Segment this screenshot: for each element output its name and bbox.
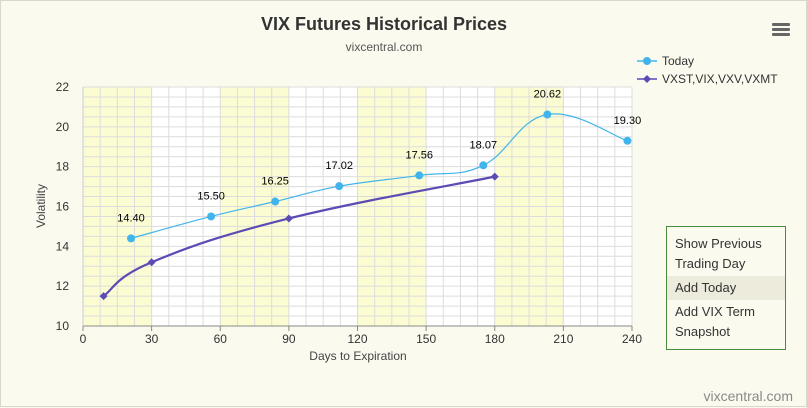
series-0-point-6 [543,110,552,119]
series-1-point-3 [490,172,499,181]
series-0-point-7 [623,136,632,145]
x-tick-label: 0 [80,332,87,346]
chart-data-labels: 14.40 15.50 16.25 17.02 17.56 18.07 20.62 19.30 [117,88,641,224]
y-tick-label: 14 [56,239,70,253]
x-tick-label: 180 [485,332,505,346]
legend-label-term: VXST,VIX,VXV,VXMT [662,72,778,86]
y-axis-title: Volatility [34,184,48,228]
data-label-7: 19.30 [614,115,642,127]
y-tick-label: 22 [56,80,70,94]
series-0-point-0 [127,234,136,243]
y-tick-label: 12 [56,279,70,293]
add-vix-term-snapshot-button[interactable]: Add VIX Term Snapshot [675,304,755,339]
data-label-0: 14.40 [117,212,145,224]
x-tick-label: 60 [214,332,228,346]
side-panel: Show Previous Trading Day Add Today Add … [666,226,786,350]
series-1-point-1 [147,258,156,267]
series-0-point-2 [271,197,280,206]
show-previous-trading-day-button[interactable]: Show Previous Trading Day [675,236,762,271]
chart-subtitle: vixcentral.com [346,40,423,54]
legend-item-term[interactable]: VXST,VIX,VXV,VXMT [637,72,778,86]
hamburger-menu-icon[interactable] [770,21,792,41]
series-1-point-0 [99,292,108,301]
x-tick-label: 120 [347,332,367,346]
series-0-point-1 [207,212,216,221]
data-label-2: 16.25 [261,176,289,188]
chart-title: VIX Futures Historical Prices [261,14,507,34]
y-tick-label: 10 [56,319,70,333]
legend-label-today: Today [662,54,694,68]
data-label-4: 17.56 [405,149,433,161]
x-tick-label: 30 [145,332,159,346]
data-label-3: 17.02 [325,160,353,172]
credit-text[interactable]: vixcentral.com [704,388,793,404]
series-0-point-4 [415,171,424,180]
chart-legend: Today VXST,VIX,VXV,VXMT [637,54,778,86]
add-today-button[interactable]: Add Today [667,276,785,300]
legend-item-today[interactable]: Today [637,54,694,68]
data-label-1: 15.50 [197,190,225,202]
x-tick-label: 210 [553,332,573,346]
x-axis-title: Days to Expiration [309,349,406,363]
y-tick-label: 18 [56,160,70,174]
y-tick-label: 20 [56,120,70,134]
chart-axes: 0 30 60 90 120 150 180 210 240 10 12 14 16 18 20 22 [56,80,643,346]
y-tick-label: 16 [56,200,70,214]
x-tick-label: 150 [416,332,436,346]
series-line-1 [102,175,495,298]
data-label-6: 20.62 [534,88,562,100]
x-tick-label: 90 [282,332,296,346]
x-tick-label: 240 [622,332,642,346]
data-label-5: 18.07 [470,139,498,151]
chart-grid [82,86,633,327]
series-0-point-5 [479,161,488,170]
chart-series [99,110,632,301]
series-0-point-3 [335,182,344,191]
series-1-point-2 [284,214,293,223]
